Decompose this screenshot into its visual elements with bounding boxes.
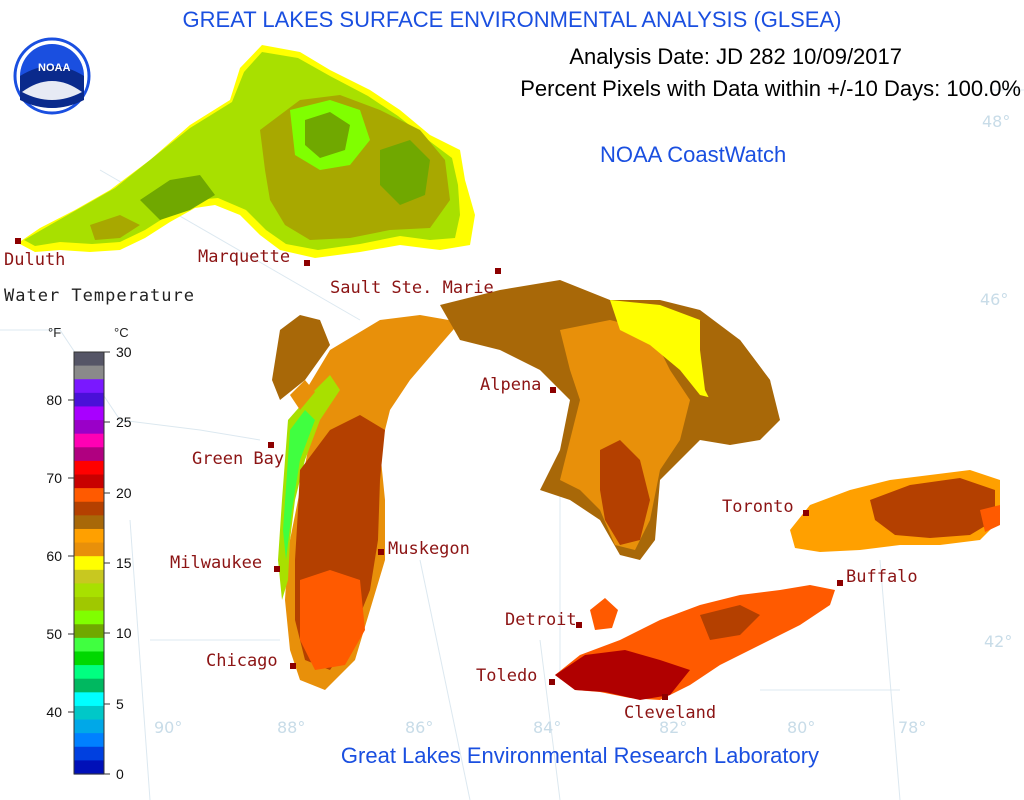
scale-swatch	[74, 352, 104, 367]
scale-swatch	[74, 406, 104, 421]
scale-swatch	[74, 447, 104, 462]
celsius-tick-label: 10	[116, 625, 132, 641]
analysis-date: Analysis Date: JD 282 10/09/2017	[569, 44, 902, 69]
scale-swatch	[74, 733, 104, 748]
city-label: Green Bay	[192, 449, 285, 469]
scale-swatch	[74, 719, 104, 734]
lon-label: 90°	[154, 718, 183, 737]
scale-swatch	[74, 678, 104, 693]
lake-st-clair	[590, 598, 618, 630]
scale-swatch	[74, 365, 104, 380]
scale-swatch	[74, 637, 104, 653]
fahrenheit-tick-label: 40	[46, 704, 62, 720]
scale-swatch	[74, 542, 104, 557]
city-label: Marquette	[198, 247, 291, 267]
legend-title: Water Temperature	[4, 286, 195, 306]
scale-swatch	[74, 610, 104, 625]
city-label: Detroit	[505, 610, 577, 630]
percent-pixels: Percent Pixels with Data within +/-10 Da…	[520, 76, 1021, 101]
scale-swatch	[74, 528, 104, 544]
city-label: Duluth	[4, 250, 66, 270]
unit-fahrenheit: °F	[48, 325, 62, 340]
fahrenheit-tick-label: 60	[46, 548, 62, 564]
scale-swatch	[74, 474, 104, 489]
celsius-tick-label: 0	[116, 766, 124, 782]
scale-swatch	[74, 651, 104, 666]
scale-swatch	[74, 760, 104, 775]
city-label: Milwaukee	[170, 553, 263, 573]
city-label: Alpena	[480, 375, 542, 395]
city-label: Sault Ste. Marie	[330, 278, 494, 298]
scale-swatch	[74, 501, 104, 516]
fahrenheit-tick-label: 50	[46, 626, 62, 642]
scale-swatch	[74, 433, 104, 448]
celsius-tick-label: 30	[116, 344, 132, 360]
city-label: Toronto	[722, 497, 794, 517]
fahrenheit-tick-label: 80	[46, 392, 62, 408]
scale-swatch	[74, 692, 104, 707]
lab-label: Great Lakes Environmental Research Labor…	[340, 743, 820, 768]
city-label: Chicago	[206, 651, 278, 671]
lon-label: 78°	[898, 718, 927, 737]
lon-label: 88°	[277, 718, 306, 737]
lon-label: 80°	[787, 718, 816, 737]
lon-label: 84°	[533, 718, 562, 737]
scale-swatch	[74, 624, 104, 639]
city-label: Buffalo	[846, 567, 918, 587]
scale-swatch	[74, 460, 104, 476]
scale-swatch	[74, 488, 104, 503]
city-label: Toledo	[476, 666, 538, 686]
scale-swatch	[74, 705, 104, 721]
scale-swatch	[74, 597, 104, 612]
unit-celsius: °C	[114, 325, 129, 340]
scale-swatch	[74, 379, 104, 394]
scale-swatch	[74, 583, 104, 598]
fahrenheit-tick-label: 70	[46, 470, 62, 486]
scale-swatch	[74, 515, 104, 530]
city-label: Cleveland	[624, 703, 717, 723]
celsius-tick-label: 25	[116, 414, 132, 430]
lon-label: 82°	[659, 718, 688, 737]
noaa-logo	[13, 37, 91, 115]
scale-swatch	[74, 665, 104, 680]
noaa-logo-text: NOAA	[38, 62, 71, 74]
scale-swatch	[74, 556, 104, 571]
scale-swatch	[74, 392, 104, 408]
celsius-tick-label: 15	[116, 555, 132, 571]
city-label: Muskegon	[388, 539, 470, 559]
coastwatch-label: NOAA CoastWatch	[600, 142, 787, 167]
scale-swatch	[74, 420, 104, 435]
lat-label: 46°	[980, 290, 1009, 309]
scale-swatch	[74, 569, 104, 585]
celsius-tick-label: 20	[116, 485, 132, 501]
scale-swatch	[74, 746, 104, 761]
lon-label: 86°	[405, 718, 434, 737]
celsius-tick-label: 5	[116, 696, 124, 712]
map-title: GREAT LAKES SURFACE ENVIRONMENTAL ANALYS…	[182, 7, 842, 32]
lat-label: 42°	[984, 632, 1013, 651]
lat-label: 48°	[982, 112, 1011, 131]
